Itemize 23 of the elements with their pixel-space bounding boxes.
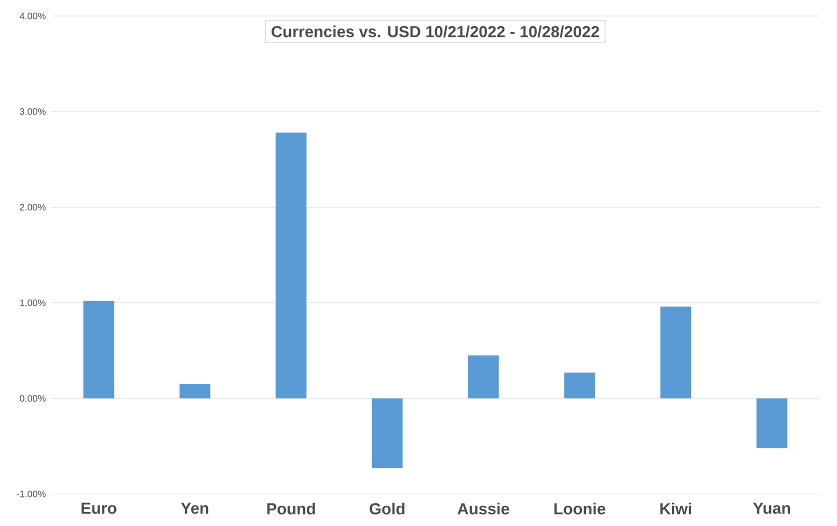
bar	[660, 306, 692, 398]
y-tick-label: 1.00%	[20, 300, 46, 306]
x-tick-label: Aussie	[458, 502, 510, 514]
bar	[468, 355, 499, 398]
y-tick-label: 0.00%	[20, 395, 46, 402]
y-tick-label: 3.00%	[20, 108, 46, 115]
bar	[180, 384, 210, 398]
x-tick-label: Euro	[82, 502, 116, 514]
chart-title: Currencies vs. USD 10/21/2022 - 10/28/2022	[272, 26, 600, 38]
y-tick-label: 2.00%	[20, 204, 46, 210]
x-tick-label: Yen	[180, 502, 208, 514]
x-tick-label: Gold	[370, 502, 404, 514]
bar	[276, 132, 306, 398]
x-tick-label: Kiwi	[660, 502, 692, 514]
bar	[564, 372, 595, 398]
x-tick-label: Loonie	[554, 502, 606, 514]
bar	[83, 300, 114, 398]
y-tick-label: 4.00%	[20, 12, 46, 20]
x-tick-label: Yuan	[753, 502, 790, 514]
x-tick-label: Pound	[267, 502, 315, 514]
bar	[372, 398, 403, 468]
y-tick-label: -1.00%	[16, 490, 46, 498]
bar	[756, 398, 788, 448]
